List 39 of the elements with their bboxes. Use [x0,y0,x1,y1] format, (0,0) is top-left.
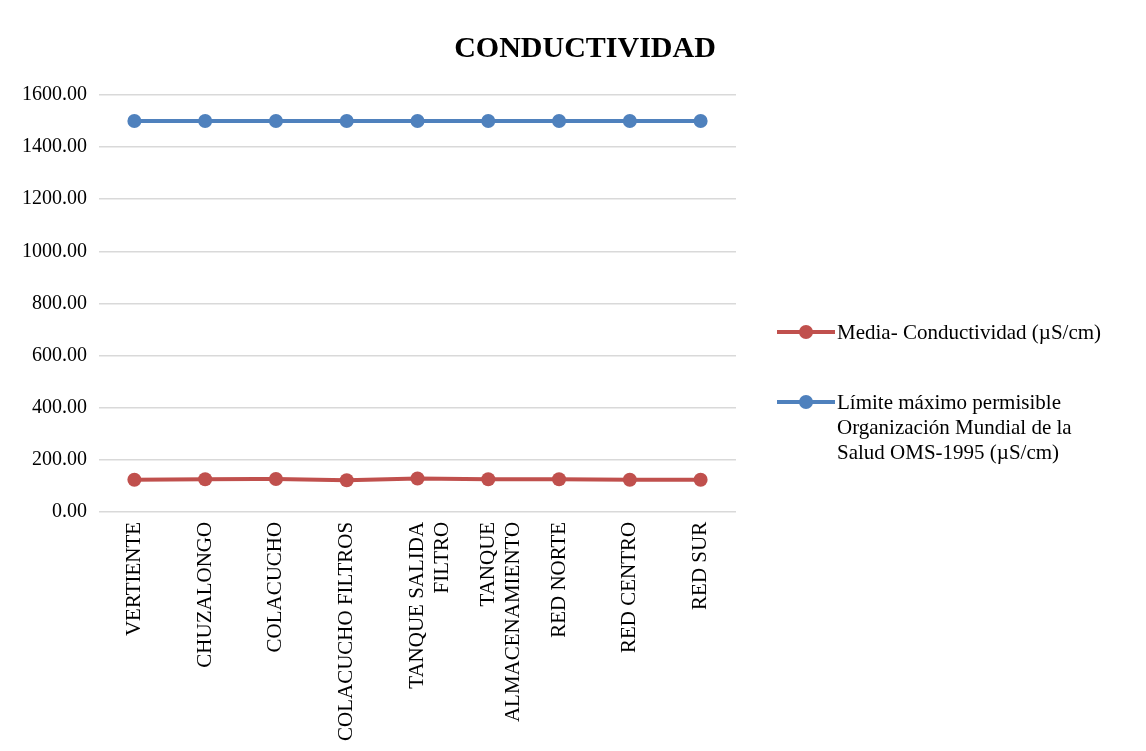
y-tick-label: 0.00 [52,499,87,522]
x-tick-label: RED SUR [687,521,712,610]
x-tick-label: RED CENTRO [616,521,641,654]
x-tick-label: COLACUCHO FILTROS [333,521,358,742]
legend-label: Límite máximo permisible Organización Mundial de la Salud OMS-1995 (µS/cm) [837,390,1073,465]
legend-label: Media- Conductividad (µS/cm) [837,320,1102,345]
y-tick-label: 1000.00 [22,238,87,261]
point [339,473,354,488]
point [552,472,567,487]
y-tick-label: 400.00 [32,394,87,417]
y-tick-label: 1600.00 [22,82,87,105]
point [552,114,567,129]
y-tick-label: 600.00 [32,342,87,365]
y-tick-label: 1400.00 [22,134,87,157]
x-tick-label: TANQUE ALMACENAMIENTO [474,521,524,723]
point [410,114,425,129]
point [622,472,637,487]
point [481,472,496,487]
x-tick-label: RED NORTE [545,521,570,638]
point [198,114,213,129]
point [693,114,708,129]
x-tick-label: COLACUCHO [262,521,287,653]
y-tick-label: 1200.00 [22,186,87,209]
point [127,472,142,487]
point [481,114,496,129]
point [198,472,213,487]
point [268,472,283,486]
point [693,472,708,487]
x-tick-label: CHUZALONGO [191,521,216,668]
x-tick-label: TANQUE SALIDA FILTRO [404,521,454,689]
point [622,114,637,129]
y-tick-label: 800.00 [32,290,87,313]
point [268,114,283,129]
point [127,114,142,129]
chart-title: CONDUCTIVIDAD [453,30,717,64]
point [410,471,425,486]
y-tick-label: 200.00 [32,446,87,469]
point [339,114,354,129]
x-tick-label: VERTIENTE [120,521,145,637]
